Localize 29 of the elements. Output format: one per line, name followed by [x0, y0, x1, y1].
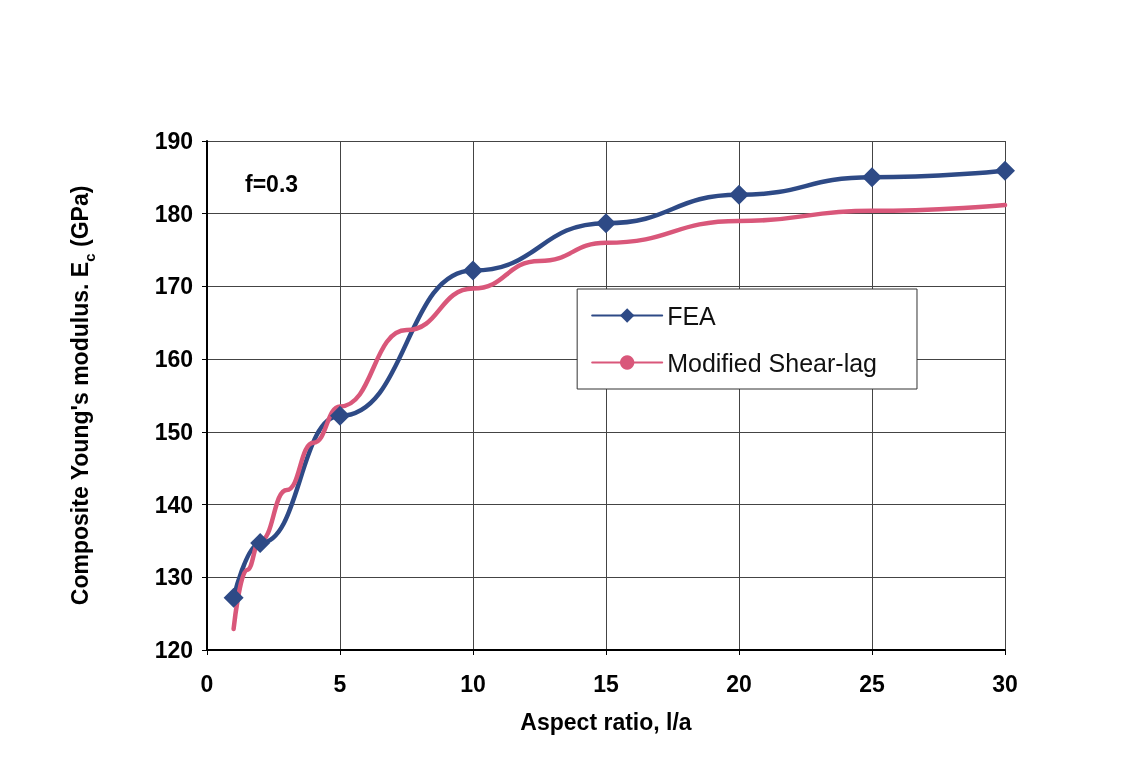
- y-axis-title: Composite Young's modulus. Ec (GPa): [67, 185, 98, 606]
- y-tick-label: 150: [154, 418, 193, 445]
- x-tick-label: 25: [859, 670, 885, 697]
- x-tick-label: 20: [726, 670, 752, 697]
- x-axis-title: Aspect ratio, l/a: [520, 708, 692, 735]
- x-tick-label: 15: [593, 670, 619, 697]
- point: [596, 213, 616, 234]
- y-tick-label: 170: [154, 273, 193, 300]
- y-tick-label: 140: [154, 491, 193, 518]
- line-series: [231, 202, 1008, 632]
- legend-label: Modified Shear-lag: [667, 348, 877, 377]
- point: [463, 260, 483, 281]
- point: [250, 533, 271, 554]
- point: [995, 160, 1015, 181]
- x-tick-label: 10: [460, 670, 486, 697]
- point: [330, 405, 350, 426]
- x-tick-label: 30: [992, 670, 1018, 697]
- y-tick-label: 130: [154, 564, 193, 591]
- annotation: f=0.3: [245, 170, 299, 197]
- y-tick-label: 160: [154, 346, 193, 373]
- y-tick-label: 190: [154, 128, 193, 154]
- legend-label: FEA: [667, 301, 717, 330]
- point: [223, 587, 244, 608]
- y-tick-label: 180: [154, 200, 193, 227]
- x-tick-label: 5: [333, 670, 347, 697]
- y-tick-label: 120: [154, 637, 193, 663]
- point: [862, 167, 882, 188]
- x-tick-label: 0: [200, 670, 214, 697]
- point: [729, 184, 749, 205]
